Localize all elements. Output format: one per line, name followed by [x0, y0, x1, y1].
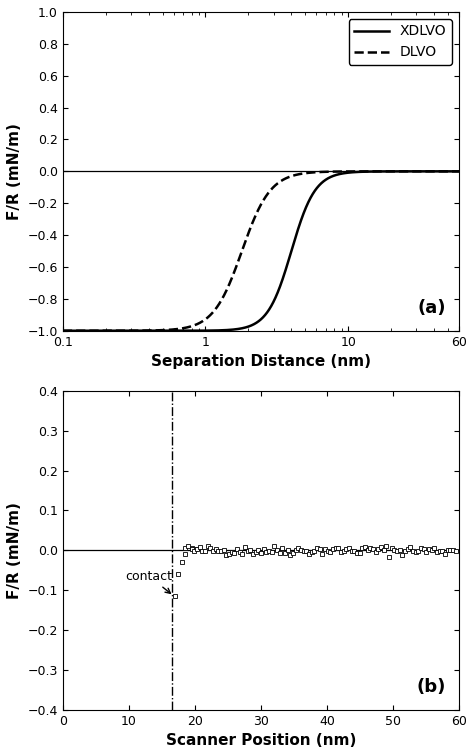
XDLVO	[298, 217, 303, 226]
DLVO	[132, 326, 137, 335]
XDLVO	[60, 326, 66, 335]
DLVO	[211, 307, 217, 316]
Y-axis label: F/R (mN/m): F/R (mN/m)	[7, 123, 22, 220]
Y-axis label: F/R (mN/m): F/R (mN/m)	[7, 502, 22, 599]
XDLVO	[386, 167, 392, 176]
Text: contact: contact	[126, 569, 173, 593]
Line: XDLVO: XDLVO	[63, 171, 459, 331]
XDLVO	[211, 326, 217, 335]
Legend: XDLVO, DLVO: XDLVO, DLVO	[348, 19, 452, 65]
Text: (b): (b)	[417, 678, 446, 696]
Line: DLVO: DLVO	[63, 171, 459, 331]
XDLVO	[456, 167, 462, 176]
X-axis label: Separation Distance (nm): Separation Distance (nm)	[151, 354, 371, 369]
DLVO	[318, 168, 323, 177]
DLVO	[60, 326, 66, 335]
XDLVO	[356, 168, 361, 177]
DLVO	[386, 167, 392, 176]
Text: (a): (a)	[417, 300, 446, 317]
DLVO	[356, 167, 361, 176]
XDLVO	[132, 326, 137, 335]
X-axis label: Scanner Position (nm): Scanner Position (nm)	[166, 733, 356, 748]
DLVO	[298, 169, 303, 178]
XDLVO	[318, 180, 323, 189]
DLVO	[456, 167, 462, 176]
